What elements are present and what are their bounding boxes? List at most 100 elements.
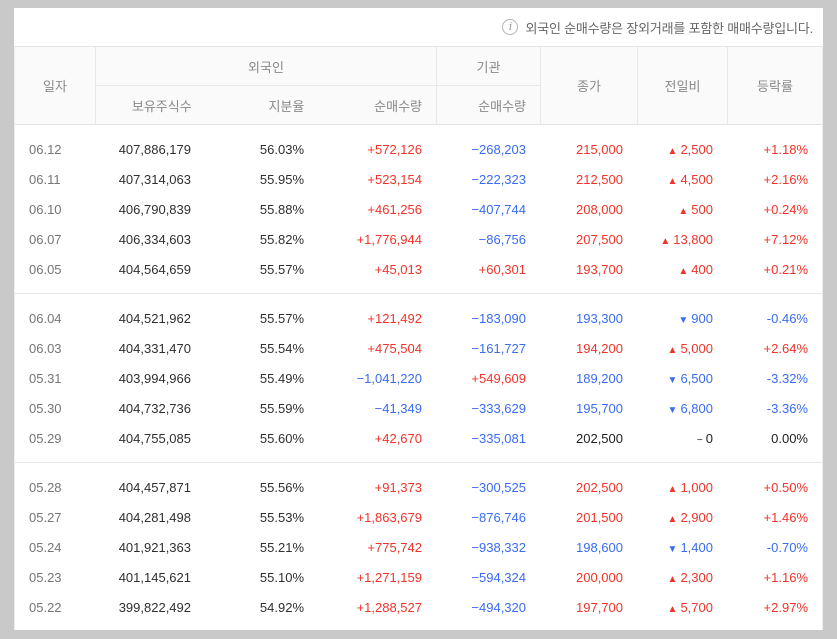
trend-arrow-icon: ▼ (678, 314, 689, 326)
change-rate-cell: +2.64% (763, 340, 808, 356)
trend-arrow-icon: ▲ (667, 145, 678, 157)
table-row: 06.04 404,521,962 55.57% +121,492 −183,0… (15, 303, 822, 333)
change-rate-cell: -3.32% (766, 370, 808, 386)
date-cell: 06.03 (29, 340, 62, 356)
day-change-value: 0 (705, 430, 713, 446)
ownership-ratio-cell: 55.59% (259, 400, 304, 416)
table-row: 05.31 403,994,966 55.49% −1,041,220 +549… (15, 363, 822, 393)
day-change-value: 500 (691, 201, 713, 217)
header-institution-subrow: 순매수량 (437, 86, 540, 124)
day-change-value: 2,900 (680, 509, 713, 525)
row-group: 06.04 404,521,962 55.57% +121,492 −183,0… (14, 294, 823, 463)
header-foreign-net-buy: 순매수량 (374, 98, 422, 114)
shares-held-cell: 404,457,871 (118, 479, 191, 495)
foreign-net-buy-cell: +45,013 (374, 261, 422, 277)
date-cell: 06.10 (29, 201, 62, 217)
header-day-change: 전일비 (637, 47, 727, 124)
header-date-label: 일자 (43, 79, 67, 94)
table-row: 06.03 404,331,470 55.54% +475,504 −161,7… (15, 333, 822, 363)
table-row: 05.22 399,822,492 54.92% +1,288,527 −494… (15, 592, 822, 622)
institution-net-buy-cell: −268,203 (471, 141, 526, 157)
institution-net-buy-cell: −335,081 (471, 430, 526, 446)
close-price-cell: 193,700 (576, 261, 623, 277)
shares-held-cell: 399,822,492 (118, 599, 191, 615)
foreign-net-buy-cell: +475,504 (367, 340, 422, 356)
change-rate-cell: +1.46% (763, 509, 808, 525)
header-foreigner-label: 외국인 (96, 47, 436, 86)
table-body: 06.12 407,886,179 56.03% +572,126 −268,2… (14, 125, 823, 630)
day-change-cell: ▲ 5,700 (637, 600, 727, 615)
ownership-ratio-cell: 55.49% (259, 370, 304, 386)
day-change-value: 6,500 (680, 370, 713, 386)
day-change-cell: −0 (637, 431, 727, 446)
shares-held-cell: 404,755,085 (118, 430, 191, 446)
close-price-cell: 197,700 (576, 599, 623, 615)
institution-net-buy-cell: +549,609 (471, 370, 526, 386)
ownership-ratio-cell: 55.10% (259, 569, 304, 585)
ownership-ratio-cell: 55.88% (259, 201, 304, 217)
trend-arrow-icon: ▲ (667, 344, 678, 356)
change-rate-cell: -0.46% (766, 310, 808, 326)
close-price-cell: 202,500 (576, 479, 623, 495)
date-cell: 05.24 (29, 539, 62, 555)
ownership-ratio-cell: 55.53% (259, 509, 304, 525)
ownership-ratio-cell: 55.57% (259, 310, 304, 326)
date-cell: 05.23 (29, 569, 62, 585)
header-date: 일자 (15, 47, 95, 124)
change-rate-cell: 0.00% (771, 430, 808, 446)
shares-held-cell: 406,790,839 (118, 201, 191, 217)
table-row: 05.27 404,281,498 55.53% +1,863,679 −876… (15, 502, 822, 532)
date-cell: 05.30 (29, 400, 62, 416)
ownership-ratio-cell: 55.54% (259, 340, 304, 356)
foreign-net-buy-cell: +775,742 (367, 539, 422, 555)
day-change-cell: ▲ 500 (637, 202, 727, 217)
close-price-cell: 200,000 (576, 569, 623, 585)
ownership-ratio-cell: 54.92% (259, 599, 304, 615)
institution-net-buy-cell: −183,090 (471, 310, 526, 326)
day-change-cell: ▲ 400 (637, 262, 727, 277)
header-institution-group: 기관 순매수량 (436, 47, 540, 124)
day-change-value: 6,800 (680, 400, 713, 416)
shares-held-cell: 407,314,063 (118, 171, 191, 187)
close-price-cell: 208,000 (576, 201, 623, 217)
info-icon: i (502, 19, 519, 35)
change-rate-cell: +2.16% (763, 171, 808, 187)
header-close-price: 종가 (540, 47, 637, 124)
close-price-cell: 215,000 (576, 141, 623, 157)
header-institution-label: 기관 (437, 47, 540, 86)
table-row: 05.29 404,755,085 55.60% +42,670 −335,08… (15, 423, 822, 453)
trend-arrow-icon: ▲ (667, 513, 678, 525)
trend-arrow-icon: ▲ (667, 175, 678, 187)
foreign-net-buy-cell: +1,776,944 (356, 231, 422, 247)
institution-net-buy-cell: +60,301 (478, 261, 526, 277)
table-row: 06.11 407,314,063 55.95% +523,154 −222,3… (15, 164, 822, 194)
day-change-cell: ▲ 5,000 (637, 341, 727, 356)
day-change-value: 4,500 (680, 171, 713, 187)
header-shares-held: 보유주식수 (131, 98, 192, 114)
date-cell: 05.31 (29, 370, 62, 386)
row-group: 06.12 407,886,179 56.03% +572,126 −268,2… (14, 125, 823, 294)
change-rate-cell: +0.24% (763, 201, 808, 217)
institution-net-buy-cell: −938,332 (471, 539, 526, 555)
change-rate-cell: -3.36% (766, 400, 808, 416)
day-change-cell: ▼ 1,400 (637, 540, 727, 555)
institution-net-buy-cell: −86,756 (478, 231, 526, 247)
day-change-cell: ▲ 4,500 (637, 172, 727, 187)
institution-net-buy-cell: −594,324 (471, 569, 526, 585)
foreign-net-buy-cell: +1,288,527 (356, 599, 422, 615)
header-foreigner-group: 외국인 보유주식수 지분율 순매수량 (95, 47, 436, 124)
day-change-value: 2,500 (680, 141, 713, 157)
trend-arrow-icon: ▲ (667, 573, 678, 585)
ownership-ratio-cell: 55.21% (259, 539, 304, 555)
ownership-ratio-cell: 55.57% (259, 261, 304, 277)
table-row: 06.07 406,334,603 55.82% +1,776,944 −86,… (15, 224, 822, 254)
date-cell: 05.29 (29, 430, 62, 446)
close-price-cell: 201,500 (576, 509, 623, 525)
institution-net-buy-cell: −494,320 (471, 599, 526, 615)
institution-net-buy-cell: −333,629 (471, 400, 526, 416)
table-row: 06.10 406,790,839 55.88% +461,256 −407,7… (15, 194, 822, 224)
date-cell: 06.11 (29, 171, 61, 187)
day-change-value: 1,400 (680, 539, 713, 555)
day-change-cell: ▲ 2,500 (637, 142, 727, 157)
foreign-net-buy-cell: +91,373 (374, 479, 422, 495)
